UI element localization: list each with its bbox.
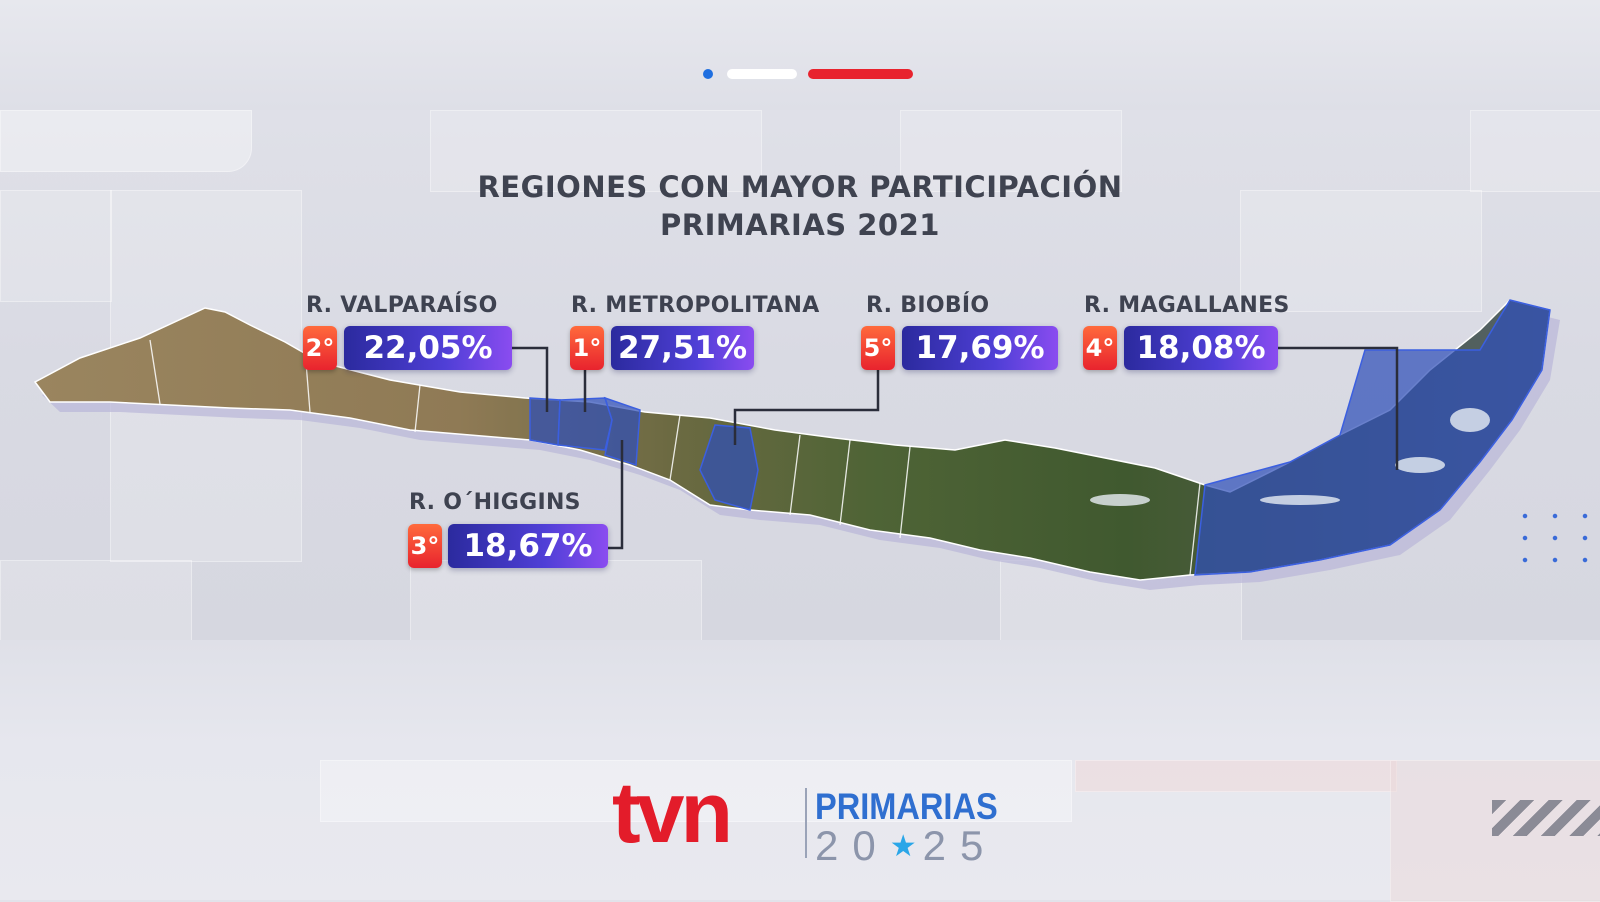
flag-blue-dot xyxy=(703,69,713,79)
decorative-dots xyxy=(1510,505,1600,565)
region-ohiggins xyxy=(603,396,641,467)
bg-tile xyxy=(1075,760,1397,792)
percent-badge-metropolitana: 27,51% xyxy=(611,326,754,370)
bg-tile xyxy=(1240,190,1482,312)
title-line-1: REGIONES CON MAYOR PARTICIPACIÓN xyxy=(477,170,1123,204)
rank-badge-valparaiso: 2° xyxy=(303,326,337,370)
tvn-wordmark: tvn xyxy=(612,782,729,852)
highlighted-regions xyxy=(529,299,1551,576)
ice-fields xyxy=(1090,408,1490,506)
percent-badge-valparaiso: 22,05% xyxy=(344,326,512,370)
percent-badge-magallanes: 18,08% xyxy=(1124,326,1278,370)
bg-tile xyxy=(0,110,252,172)
event-label: PRIMARIAS xyxy=(815,786,998,827)
flag-red-bar xyxy=(808,69,913,79)
rank-badge-magallanes: 4° xyxy=(1083,326,1117,370)
decorative-hatch xyxy=(1492,800,1600,836)
tvn-logo: tvn xyxy=(612,765,792,861)
title-line-2: PRIMARIAS 2021 xyxy=(660,208,940,242)
bg-tile xyxy=(320,760,1072,822)
map-title: REGIONES CON MAYOR PARTICIPACIÓN PRIMARI… xyxy=(300,168,1300,244)
star-icon: ★ xyxy=(889,830,923,863)
year-left: 20 xyxy=(815,822,890,869)
bg-tile xyxy=(1470,110,1600,192)
rank-badge-biobio: 5° xyxy=(861,326,895,370)
region-label-biobio: R. BIOBÍO xyxy=(866,293,990,318)
region-magallanes xyxy=(1194,299,1551,576)
bg-tile xyxy=(0,560,192,642)
rank-badge-ohiggins: 3° xyxy=(408,524,442,568)
rank-badge-metropolitana: 1° xyxy=(570,326,604,370)
region-label-magallanes: R. MAGALLANES xyxy=(1084,293,1290,318)
region-label-metropolitana: R. METROPOLITANA xyxy=(571,293,820,318)
leader-magallanes xyxy=(1278,346,1399,470)
bg-tile xyxy=(0,190,112,302)
region-label-valparaiso: R. VALPARAÍSO xyxy=(306,293,498,318)
bg-tile xyxy=(430,110,762,192)
leader-lines xyxy=(512,346,1399,550)
percent-badge-ohiggins: 18,67% xyxy=(448,524,608,568)
tvn-logo-mark: tvn xyxy=(612,765,733,861)
logo-divider xyxy=(805,788,807,858)
region-valparaiso xyxy=(529,397,561,446)
region-biobio xyxy=(699,424,759,511)
top-band xyxy=(0,0,1600,110)
year-right: 25 xyxy=(922,822,998,869)
leader-biobio xyxy=(733,370,880,445)
leader-ohiggins xyxy=(608,440,624,550)
region-label-ohiggins: R. O´HIGGINS xyxy=(409,490,581,515)
bg-tile xyxy=(410,560,702,642)
bg-tile xyxy=(900,110,1122,192)
event-year: 20★25 xyxy=(815,822,997,870)
percent-badge-biobio: 17,69% xyxy=(902,326,1058,370)
flag-white-bar xyxy=(727,69,797,79)
leader-valparaiso xyxy=(512,346,549,412)
